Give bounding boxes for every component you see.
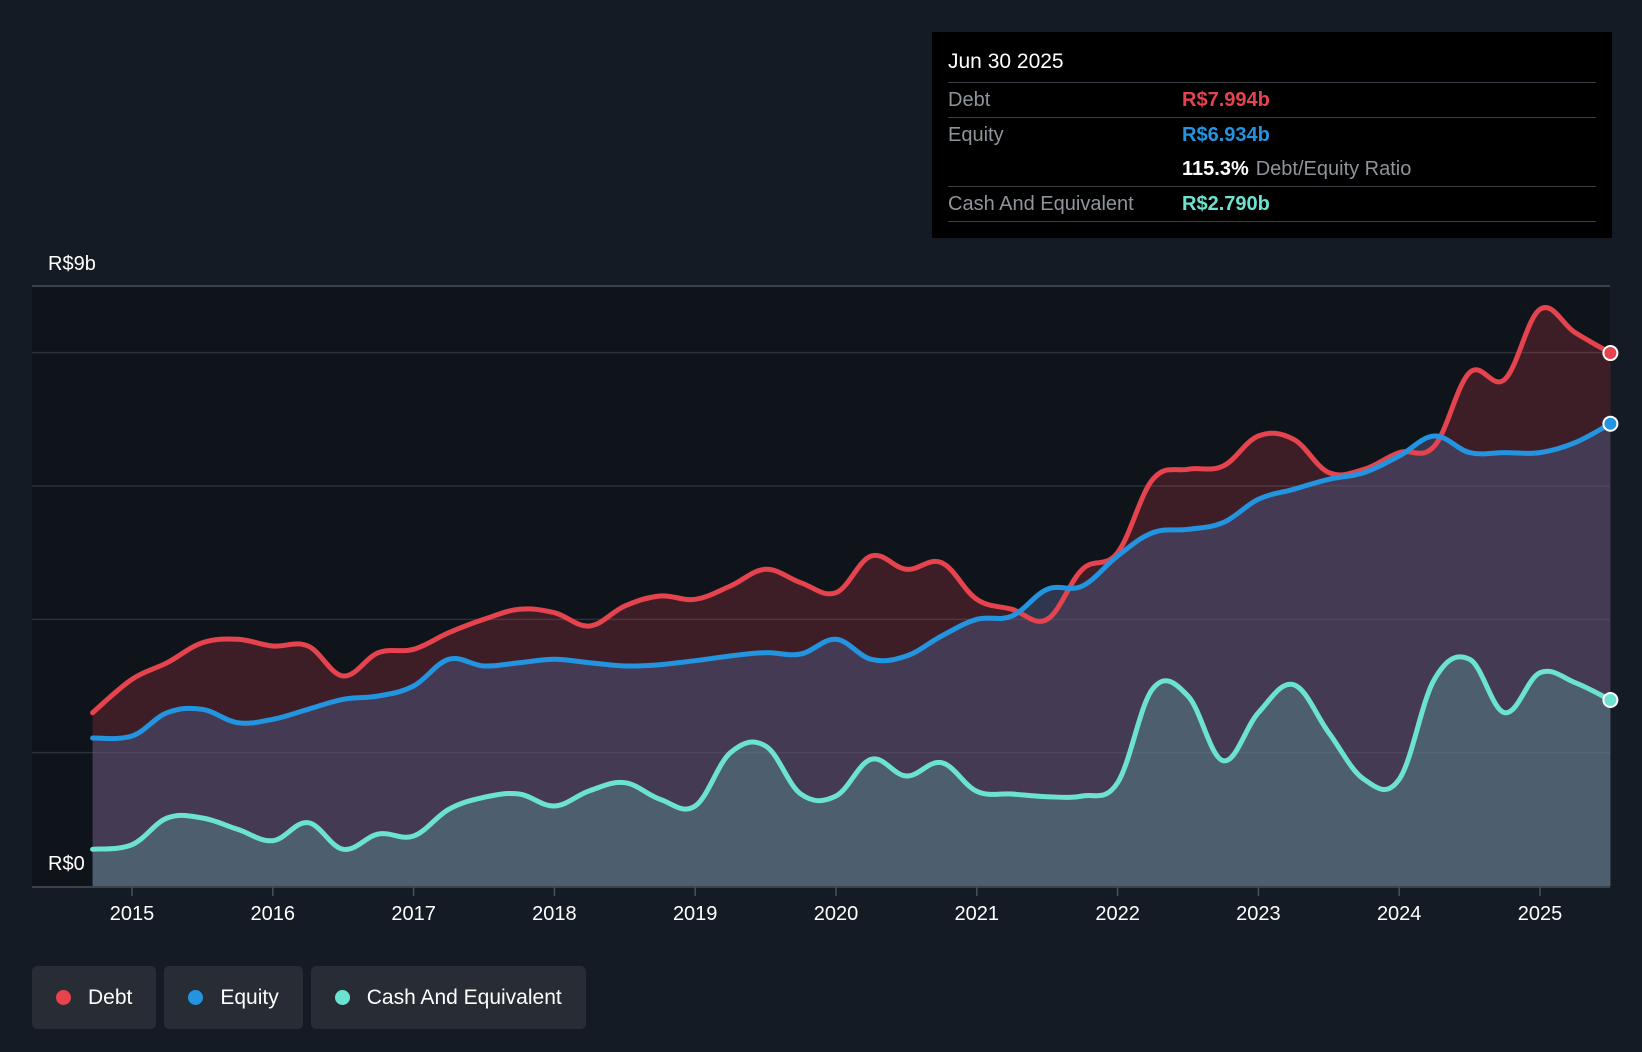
x-tick-label: 2023 [1236,903,1281,925]
x-tick-label: 2017 [391,903,436,925]
tooltip-debt-value: R$7.994b [1182,88,1270,111]
x-tick-label: 2016 [251,903,296,925]
x-axis-ticks: 2015 2016 2017 2018 2019 2020 2021 2022 2023 2024… [110,887,1563,925]
chart-legend: Debt Equity Cash And Equivalent [32,966,594,1029]
equity-endpoint[interactable] [1602,415,1619,432]
x-tick-label: 2022 [1095,903,1140,925]
cash-and-equivalent-area [92,656,1611,886]
x-tick-label: 2024 [1377,903,1422,925]
x-tick-label: 2018 [532,903,577,925]
tooltip-row-equity: Equity R$6.934b [948,117,1596,152]
tooltip-cash-label: Cash And Equivalent [948,192,1134,215]
legend-item-debt[interactable]: Debt [32,966,157,1029]
tooltip-date: Jun 30 2025 [948,50,1064,73]
series-endpoints [1602,345,1619,708]
cash-and-equivalent-endpoint[interactable] [1602,691,1619,708]
x-tick-label: 2025 [1518,903,1563,925]
tooltip-row-debt: Debt R$7.994b [948,82,1596,117]
x-tick-label: 2015 [110,903,155,925]
tooltip-row-cash: Cash And Equivalent R$2.790b [948,186,1596,222]
legend-item-equity[interactable]: Equity [164,966,303,1029]
debt-endpoint[interactable] [1602,345,1619,362]
legend-item-cash[interactable]: Cash And Equivalent [310,966,586,1029]
debt-dot-icon [56,990,71,1005]
cash-dot-icon [334,990,350,1005]
tooltip-debt-label: Debt [948,88,991,111]
x-tick-label: 2019 [673,903,718,925]
debt-line [90,305,1613,716]
legend-debt-label: Debt [88,985,133,1009]
y-axis-max-label: R$9b [48,253,96,275]
tooltip-cash-value: R$2.790b [1182,192,1270,215]
tooltip-panel: Jun 30 2025 Debt R$7.994b Equity R$6.934… [932,32,1612,238]
series-lines [90,305,1613,852]
x-tick-label: 2021 [955,903,1000,925]
y-axis-min-label: R$0 [48,853,85,875]
x-tick-label: 2020 [814,903,859,925]
tooltip-ratio-label: Debt/Equity Ratio [1255,157,1412,180]
tooltip-row-ratio: 115.3% Debt/Equity Ratio [948,152,1596,186]
legend-equity-label: Equity [220,985,279,1009]
equity-area [92,423,1611,886]
equity-line [90,421,1613,742]
cash-and-equivalent-line [90,654,1613,852]
tooltip-ratio-value: 115.3% [1182,157,1249,180]
series-areas [92,307,1611,887]
equity-dot-icon [188,990,204,1005]
tooltip-equity-label: Equity [948,123,1004,146]
legend-cash-label: Cash And Equivalent [366,985,562,1009]
tooltip-equity-value: R$6.934b [1182,123,1270,146]
